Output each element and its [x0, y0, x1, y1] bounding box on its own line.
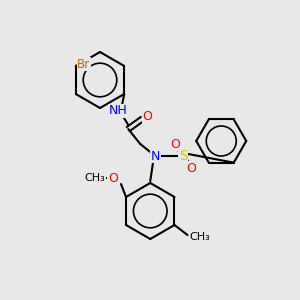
- Text: O: O: [108, 172, 118, 184]
- Text: O: O: [186, 161, 196, 175]
- Text: CH₃: CH₃: [189, 232, 210, 242]
- Text: NH: NH: [109, 104, 128, 118]
- Text: Br: Br: [77, 58, 90, 70]
- Text: CH₃: CH₃: [85, 173, 105, 183]
- Text: O: O: [142, 110, 152, 124]
- Text: N: N: [151, 149, 160, 163]
- Text: O: O: [170, 137, 180, 151]
- Text: S: S: [179, 149, 188, 163]
